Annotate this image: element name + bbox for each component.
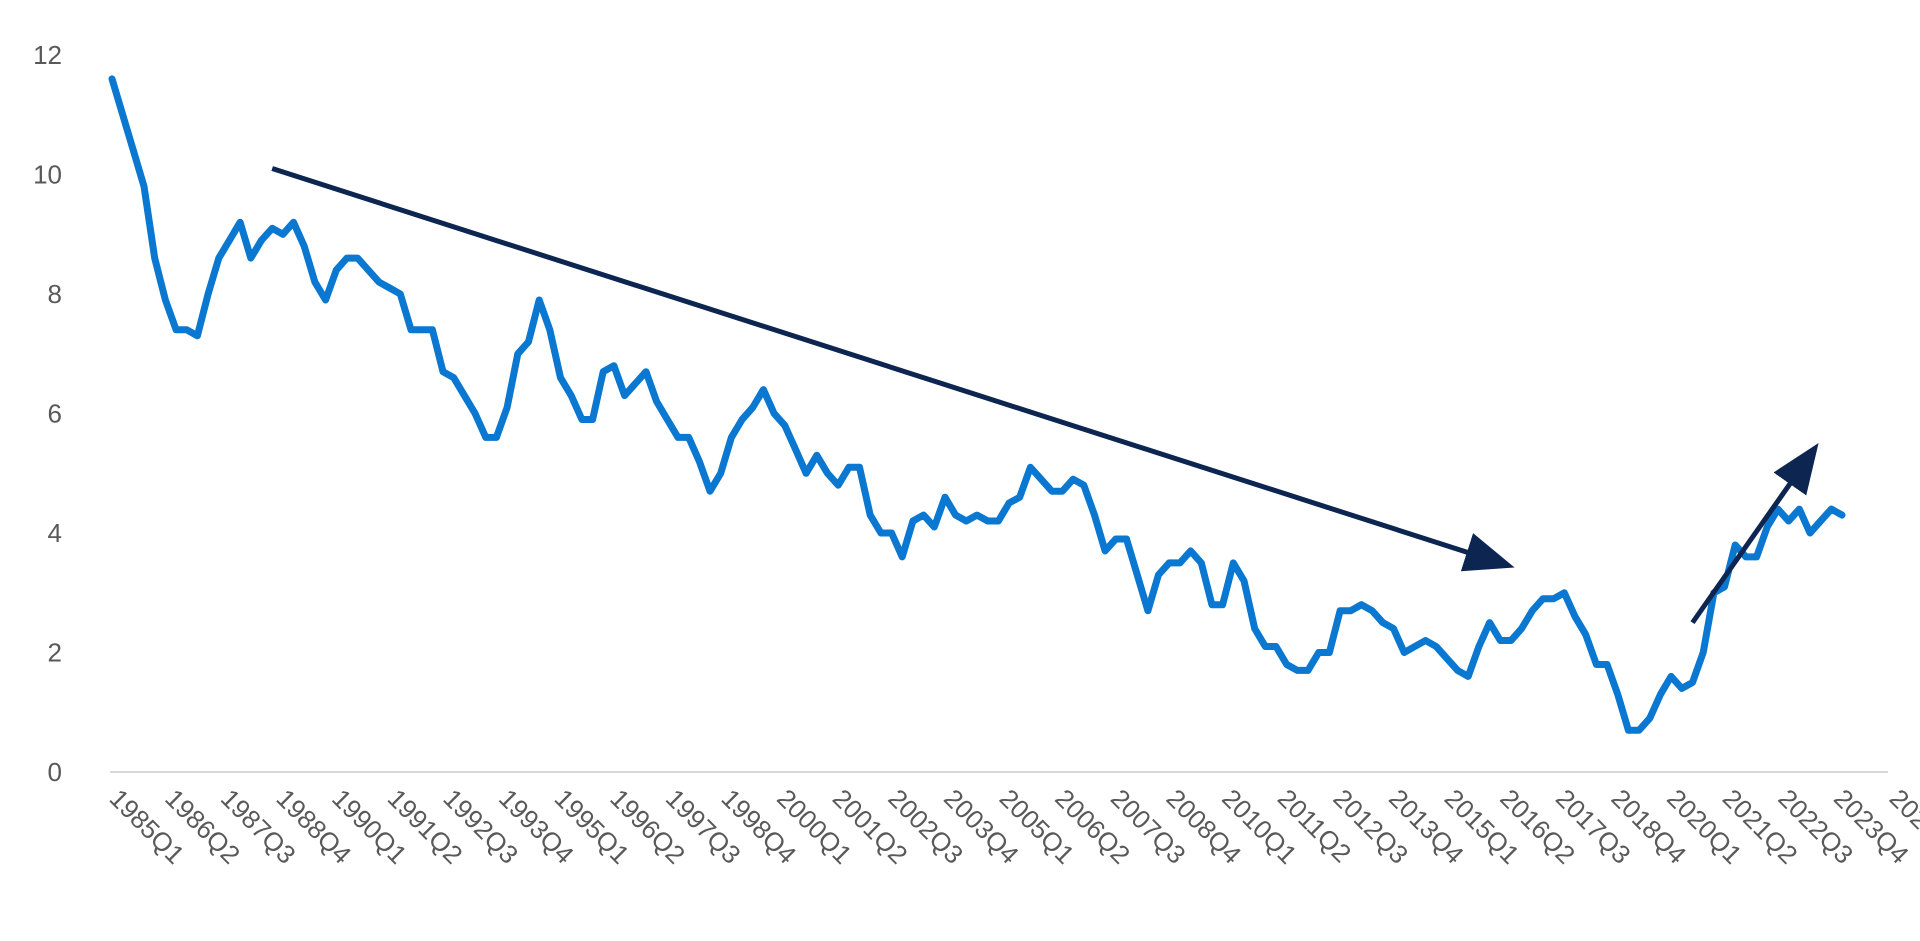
- y-tick-label: 6: [48, 399, 62, 429]
- series-line: [108, 75, 1846, 734]
- y-tick-label: 0: [48, 757, 62, 787]
- y-tick-label: 12: [33, 40, 62, 70]
- y-axis-ticks: 0 2 4 6 8 10 12: [33, 40, 62, 787]
- y-tick-label: 2: [48, 638, 62, 668]
- downtrend-arrow: [271, 166, 1515, 572]
- y-tick-label: 4: [48, 518, 62, 548]
- y-tick-label: 8: [48, 279, 62, 309]
- y-tick-label: 10: [33, 160, 62, 190]
- x-axis-ticks: 1985Q11986Q21987Q31988Q41990Q11991Q21992…: [104, 783, 1920, 870]
- trend-arrows: [271, 166, 1819, 625]
- uptrend-arrow: [1690, 443, 1819, 625]
